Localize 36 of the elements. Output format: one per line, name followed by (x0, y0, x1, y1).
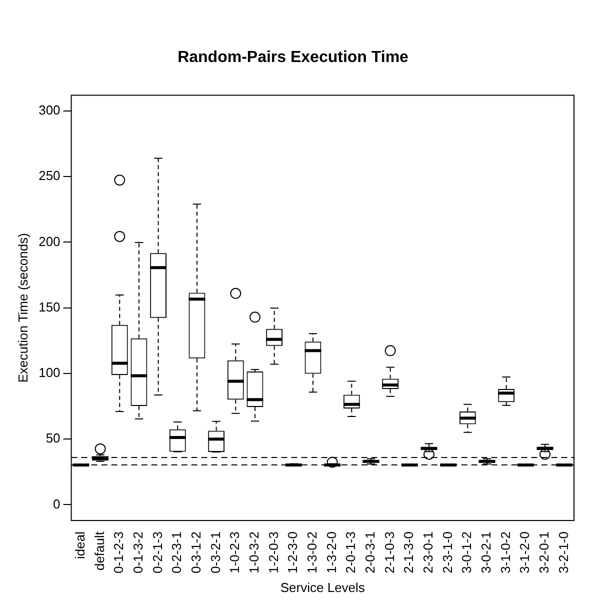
y-tick-label: 200 (38, 234, 60, 249)
x-tick-label: 0-2-1-3 (150, 531, 165, 574)
x-tick-label: 3-0-1-2 (459, 531, 474, 574)
x-tick-label: 0-1-2-3 (111, 531, 126, 574)
y-tick-label: 0 (53, 496, 60, 512)
x-tick-label: 2-1-0-3 (382, 531, 397, 574)
x-tick-label: default (92, 531, 107, 571)
x-tick-label: 2-0-1-3 (343, 531, 358, 574)
x-tick-label: 2-3-0-1 (420, 531, 436, 574)
x-tick-label: 1-3-0-2 (304, 531, 320, 574)
x-tick-label: 1-3-2-0 (324, 531, 339, 574)
x-tick-label: 2-0-3-1 (362, 531, 378, 574)
x-tick-label: 3-0-2-1 (478, 531, 494, 574)
x-tick-label: 1-0-3-2 (246, 531, 262, 574)
y-tick-label: 250 (38, 168, 60, 184)
x-tick-label: 0-1-3-2 (130, 531, 146, 574)
x-tick-label: 0-2-3-1 (169, 531, 184, 574)
x-tick-label: 0-3-1-2 (188, 531, 204, 574)
y-tick-label: 300 (38, 102, 60, 118)
y-tick-label: 50 (46, 430, 60, 446)
y-tick-label: 100 (38, 365, 60, 380)
x-tick-label: 1-0-2-3 (227, 531, 242, 574)
x-tick-label: 3-1-2-0 (517, 531, 532, 574)
x-tick-label: 3-1-0-2 (498, 531, 513, 574)
x-tick-label: 3-2-0-1 (536, 531, 552, 574)
x-tick-label: ideal (72, 531, 88, 559)
x-tick-label: 2-3-1-0 (440, 531, 455, 574)
y-tick-label: 150 (38, 299, 60, 314)
y-axis-title: Execution Time (seconds) (15, 233, 30, 383)
x-tick-label: 0-3-2-1 (208, 531, 223, 574)
x-tick-label: 1-2-0-3 (266, 531, 281, 574)
chart-title: Random-Pairs Execution Time (178, 49, 409, 66)
x-tick-label: 2-1-3-0 (401, 531, 416, 574)
x-tick-label: 3-2-1-0 (556, 531, 571, 574)
x-axis-title: Service Levels (280, 580, 366, 595)
x-tick-label: 1-2-3-0 (285, 531, 300, 574)
